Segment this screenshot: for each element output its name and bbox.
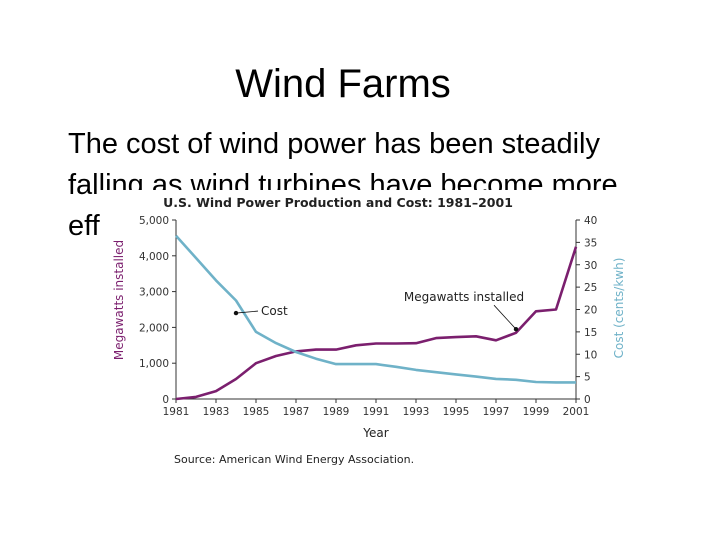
y-right-tick-label: 30 [584,260,597,272]
y-right-tick-label: 35 [584,237,597,249]
x-tick-label: 1989 [323,406,350,418]
y-right-tick-label: 20 [584,305,597,317]
x-tick-label: 1997 [483,406,510,418]
x-tick-label: 1983 [203,406,230,418]
body-line-1: The cost of wind power has been steadily [68,128,600,160]
y-right-tick-label: 40 [584,215,597,227]
y-right-tick-label: 5 [584,372,591,384]
slide-body-text: The cost of wind power has been steadily… [68,124,708,247]
x-tick-label: 1993 [403,406,430,418]
y-left-tick-label: 4,000 [139,251,169,263]
x-tick-label: 1981 [163,406,190,418]
y-right-tick-label: 25 [584,282,597,294]
y-left-tick-label: 2,000 [139,322,169,334]
y-right-tick-label: 15 [584,327,597,339]
x-tick-label: 2001 [563,406,590,418]
cost-series-line [175,234,576,384]
slide-title: Wind Farms [235,62,451,106]
body-line-3: eff [68,210,100,242]
y-left-tick-label: 1,000 [139,358,169,370]
wind-chart: U.S. Wind Power Production and Cost: 198… [112,195,626,466]
x-tick-label: 1995 [443,406,470,418]
x-tick-label: 1999 [523,406,550,418]
chart-title: U.S. Wind Power Production and Cost: 198… [163,195,513,210]
source-note: Source: American Wind Energy Association… [174,453,414,466]
x-axis-label: Year [362,426,388,440]
y-left-tick-label: 3,000 [139,287,169,299]
y-left-tick-label: 5,000 [139,215,169,227]
y-right-tick-label: 10 [584,349,597,361]
chart-figure: U.S. Wind Power Production and Cost: 198… [100,190,626,480]
megawatts-series-line [175,246,578,401]
x-tick-label: 1991 [363,406,390,418]
y-right-tick-label: 0 [584,394,591,406]
y-right-label: Cost (cents/kwh) [612,258,626,359]
annotation-point [233,310,239,316]
annotation-label: Megawatts installed [404,290,524,304]
annotation-leader [493,304,517,330]
y-left-tick-label: 0 [162,394,169,406]
annotation-leader [235,310,259,314]
y-left-label: Megawatts installed [112,240,126,360]
x-tick-label: 1985 [243,406,270,418]
annotation-label: Cost [261,304,288,318]
x-tick-label: 1987 [283,406,310,418]
